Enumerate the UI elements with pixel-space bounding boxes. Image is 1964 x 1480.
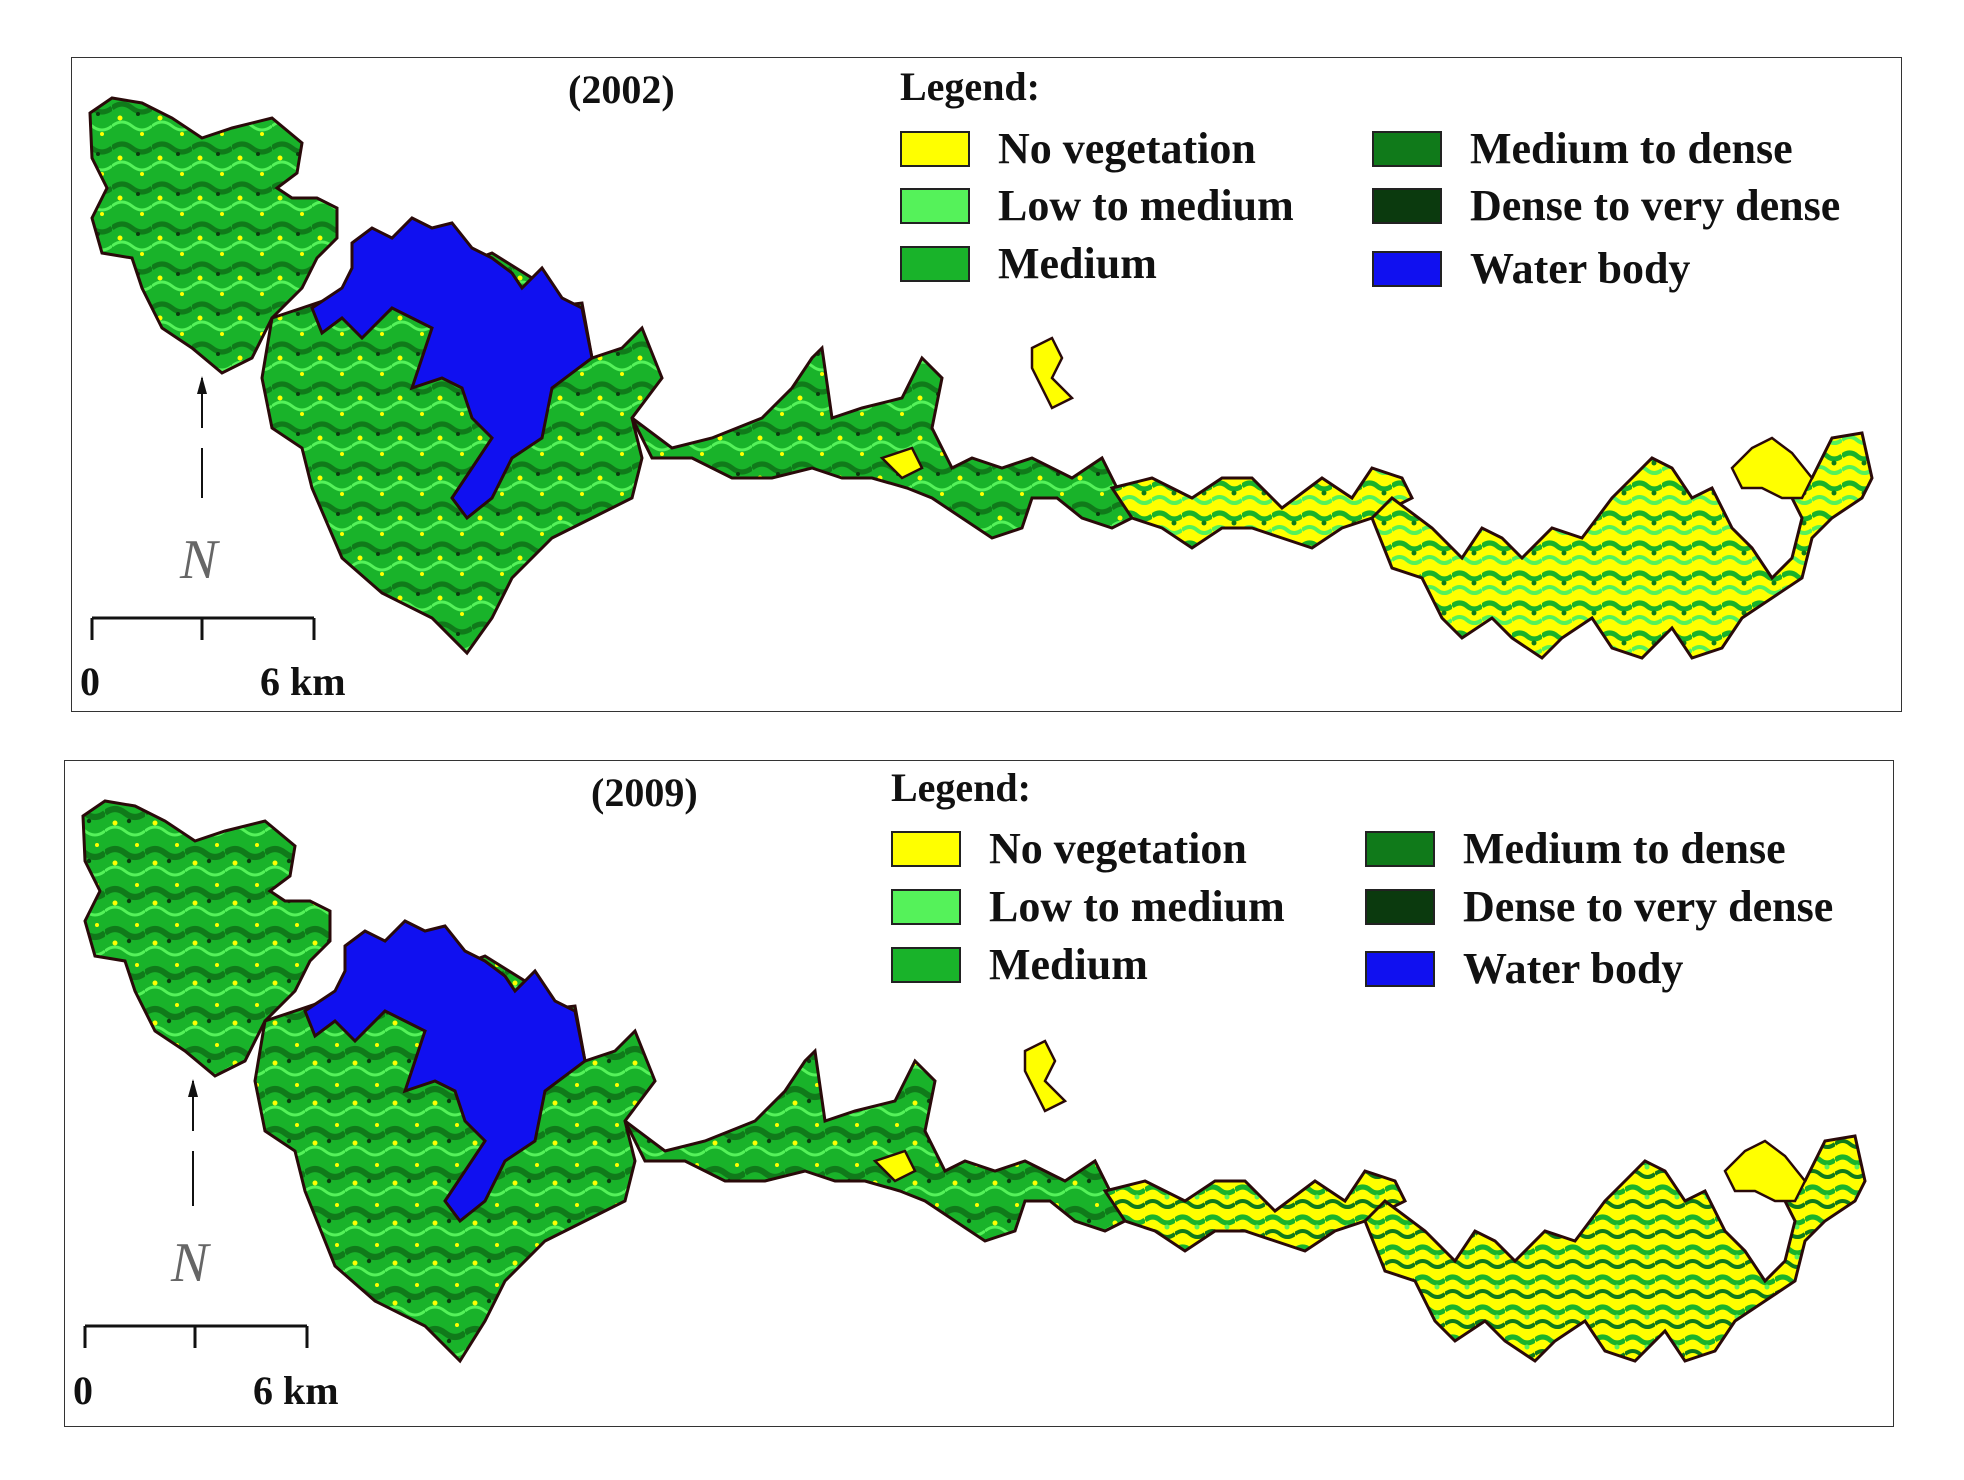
scale-start-label: 0 (73, 1368, 93, 1413)
vegetation-region-middle (1109, 466, 1415, 550)
vegetation-region-east (1370, 431, 1874, 660)
legend-item-no-vegetation: No vegetation (900, 123, 1256, 174)
legend-label: Medium to dense (1470, 124, 1793, 173)
legend-label: Dense to very dense (1463, 882, 1834, 931)
legend-item-medium: Medium (900, 238, 1157, 289)
scale-bar (83, 1324, 309, 1348)
legend-item-medium-to-dense: Medium to dense (1372, 123, 1793, 174)
legend-item-low-to-medium: Low to medium (891, 881, 1285, 932)
no-vegetation-patch (1023, 1039, 1068, 1113)
swatch-medium-to-dense (1372, 130, 1442, 167)
legend-label: No vegetation (989, 824, 1247, 873)
water-body-region (310, 216, 594, 521)
scale-start-label: 0 (80, 659, 100, 704)
north-arrow (197, 376, 207, 498)
swatch-water-body (1365, 950, 1435, 987)
vegetation-region-west (81, 799, 332, 1078)
swatch-low-to-medium (900, 187, 970, 224)
legend-label: Low to medium (998, 181, 1294, 230)
swatch-water-body (1372, 250, 1442, 287)
legend-label: Medium to dense (1463, 824, 1786, 873)
vegetation-region-corridor (630, 344, 1135, 540)
vegetation-region-middle (1102, 1169, 1408, 1253)
legend-label: Medium (998, 239, 1157, 288)
vegetation-region-east (1363, 1134, 1867, 1363)
legend-item-medium-to-dense: Medium to dense (1365, 823, 1786, 874)
legend-label: No vegetation (998, 124, 1256, 173)
map-year-title: (2002) (568, 67, 675, 112)
legend-label: Water body (1470, 244, 1691, 293)
legend-label: Water body (1463, 944, 1684, 993)
no-vegetation-patch (1030, 336, 1075, 410)
no-vegetation-patch (1723, 1139, 1807, 1203)
map-year-title: (2009) (591, 770, 698, 815)
legend-label: Low to medium (989, 882, 1285, 931)
legend-item-no-vegetation: No vegetation (891, 823, 1247, 874)
map-panel-2009: (2009) Legend: No vegetation Low to medi… (64, 760, 1894, 1427)
legend-title: Legend: (891, 765, 1031, 810)
swatch-no-vegetation (891, 830, 961, 867)
north-label: N (180, 529, 218, 591)
map-panel-2002: (2002) Legend: No vegetation Low to medi… (71, 57, 1902, 712)
swatch-medium (900, 245, 970, 282)
legend-label: Medium (989, 940, 1148, 989)
legend-item-dense-to-very-dense: Dense to very dense (1365, 881, 1833, 932)
scale-end-label: 6 km (260, 659, 346, 704)
vegetation-region-corridor (623, 1047, 1128, 1243)
vegetation-map-2002 (88, 96, 1874, 660)
legend-title: Legend: (900, 64, 1040, 109)
swatch-no-vegetation (900, 130, 970, 167)
legend-label: Dense to very dense (1470, 181, 1841, 230)
scale-bar (90, 616, 316, 640)
legend-item-medium: Medium (891, 939, 1148, 990)
legend-item-water-body: Water body (1365, 943, 1683, 994)
swatch-medium (891, 946, 961, 983)
vegetation-map-2009 (81, 799, 1867, 1364)
swatch-medium-to-dense (1365, 830, 1435, 867)
legend-item-dense-to-very-dense: Dense to very dense (1372, 180, 1840, 231)
vegetation-region-west (88, 96, 339, 375)
north-arrow (188, 1079, 198, 1206)
water-body-region (303, 919, 587, 1224)
scale-end-label: 6 km (253, 1368, 339, 1413)
legend-item-water-body: Water body (1372, 243, 1690, 294)
north-label: N (171, 1232, 209, 1294)
swatch-dense-to-very-dense (1372, 187, 1442, 224)
swatch-dense-to-very-dense (1365, 888, 1435, 925)
swatch-low-to-medium (891, 888, 961, 925)
no-vegetation-patch (879, 446, 924, 480)
no-vegetation-patch (872, 1149, 917, 1183)
no-vegetation-patch (1730, 436, 1814, 500)
legend-item-low-to-medium: Low to medium (900, 180, 1294, 231)
